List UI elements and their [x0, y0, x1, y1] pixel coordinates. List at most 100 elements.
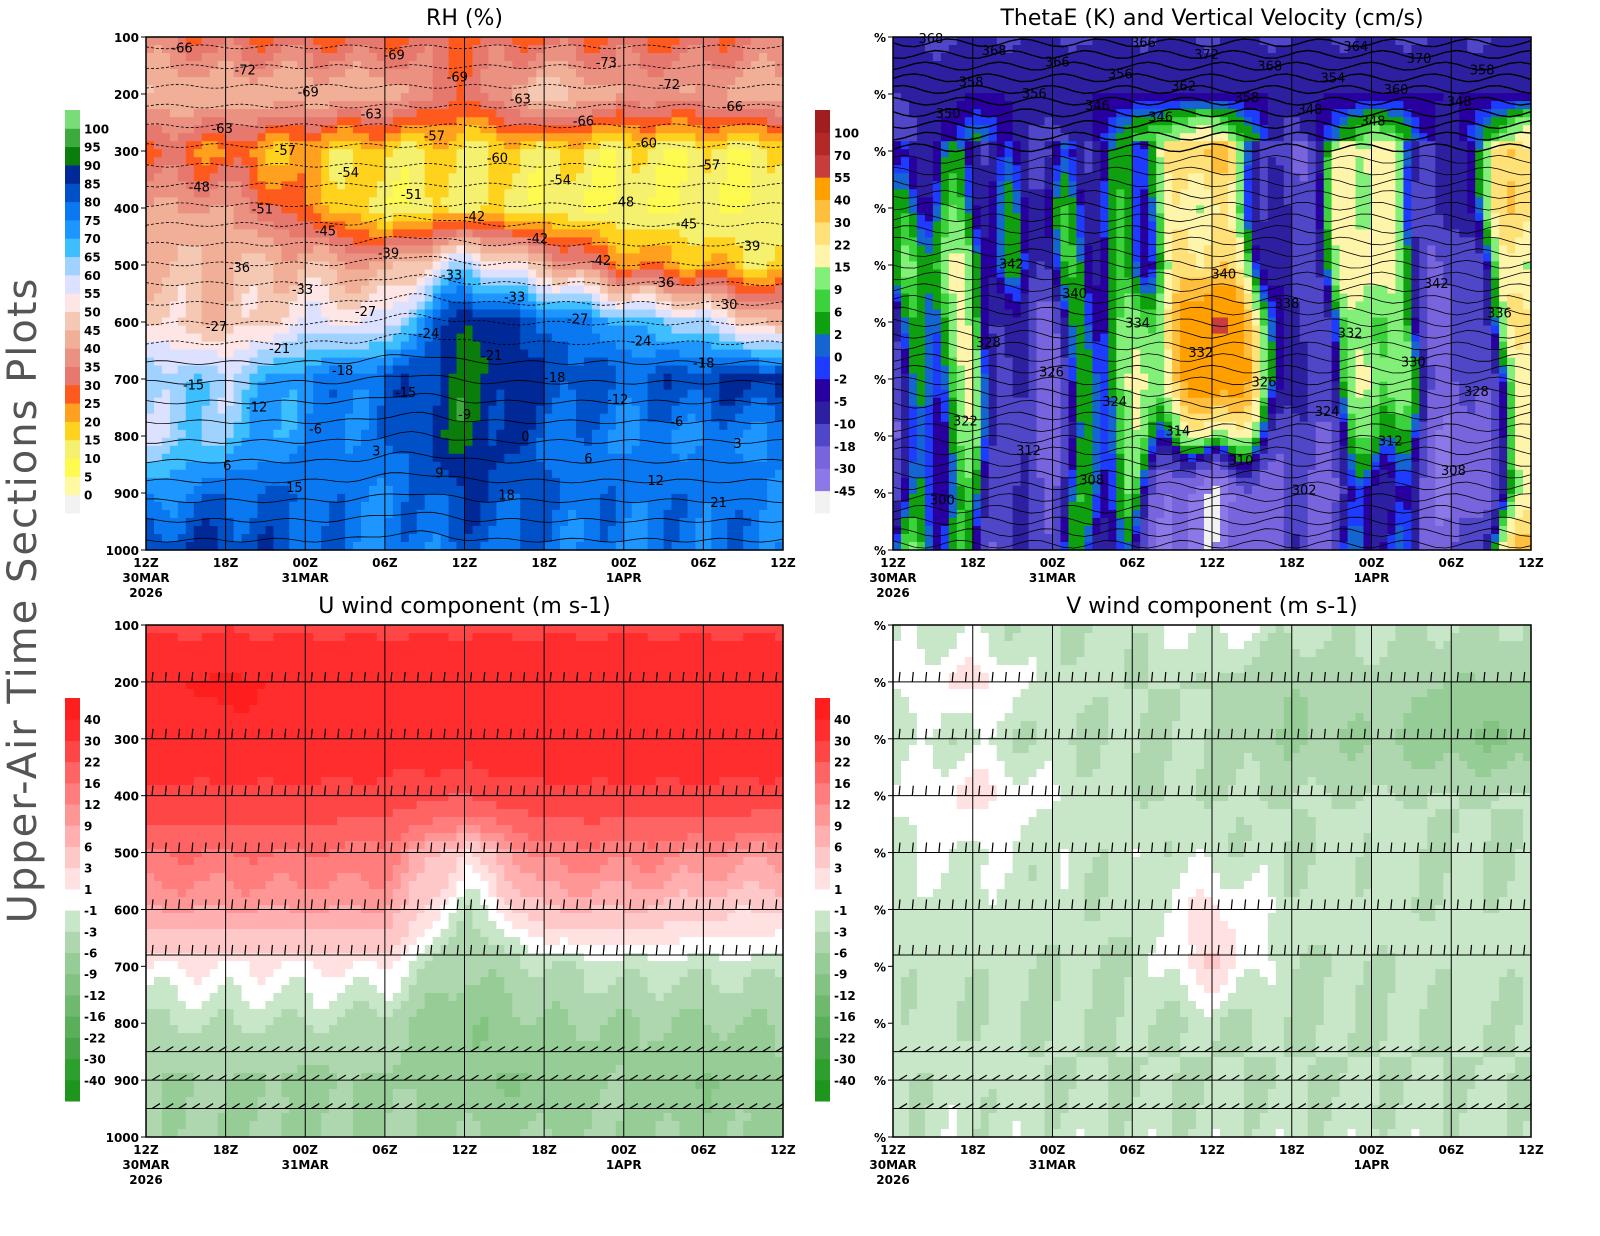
rh-cell [329, 189, 338, 198]
rh-cell [528, 462, 537, 471]
rh-cell [624, 438, 633, 447]
rh-cell [377, 93, 386, 102]
rh-cell [162, 69, 171, 78]
rh-cell [735, 173, 744, 182]
rh-cell [265, 261, 274, 270]
rh-cell [743, 45, 752, 54]
rh-cell [345, 229, 354, 238]
rh-cell [265, 45, 274, 54]
rh-cell [592, 366, 601, 375]
rh-cell [194, 213, 203, 222]
rh-cell [393, 93, 402, 102]
rh-cell [465, 294, 474, 303]
rh-cell [600, 133, 609, 142]
rh-cell [680, 318, 689, 327]
rh-cell [727, 245, 736, 254]
rh-cell [656, 342, 665, 351]
rh-cell [656, 358, 665, 367]
rh-cell [743, 430, 752, 439]
rh-cell [703, 318, 712, 327]
rh-cell [656, 502, 665, 511]
rh-cell [648, 318, 657, 327]
rh-cell [361, 286, 370, 295]
rh-cell [345, 117, 354, 126]
rh-cell [162, 398, 171, 407]
rh-cell [528, 358, 537, 367]
rh-cell [480, 37, 489, 46]
rh-cell [632, 366, 641, 375]
rh-cell [560, 510, 569, 519]
rh-cell [759, 109, 768, 118]
rh-cell [560, 253, 569, 262]
rh-cell [265, 390, 274, 399]
rh-cell [321, 117, 330, 126]
rh-cell [337, 117, 346, 126]
rh-cell [218, 85, 227, 94]
rh-cell [265, 358, 274, 367]
rh-cell [273, 446, 282, 455]
rh-cell [608, 245, 617, 254]
rh-cell [568, 398, 577, 407]
rh-cell [441, 149, 450, 158]
rh-cell [544, 310, 553, 319]
rh-cell [273, 181, 282, 190]
rh-cell [210, 270, 219, 279]
rh-cell [496, 270, 505, 279]
rh-cell [751, 205, 760, 214]
rh-cell [369, 478, 378, 487]
rh-cell [329, 117, 338, 126]
rh-cell [711, 101, 720, 110]
rh-cell [584, 486, 593, 495]
rh-cell [600, 270, 609, 279]
rh-cell [321, 374, 330, 383]
rh-cell [218, 270, 227, 279]
rh-cell [250, 382, 259, 391]
rh-cell [465, 486, 474, 495]
rh-cell [536, 462, 545, 471]
rh-cell [688, 486, 697, 495]
rh-cell [759, 133, 768, 142]
rh-cell [202, 430, 211, 439]
rh-cell [504, 326, 513, 335]
rh-cell [337, 253, 346, 262]
rh-cell [385, 101, 394, 110]
rh-cell [393, 109, 402, 118]
rh-cell [289, 165, 298, 174]
rh-cell [528, 173, 537, 182]
rh-cell [536, 101, 545, 110]
rh-cell [680, 366, 689, 375]
rh-cell [305, 237, 314, 246]
rh-cell [504, 189, 513, 198]
rh-cell [759, 406, 768, 415]
rh-cell [234, 310, 243, 319]
rh-cell [337, 502, 346, 511]
rh-cell [520, 173, 529, 182]
rh-cell [433, 382, 442, 391]
rh-cell [719, 398, 728, 407]
rh-cell [345, 53, 354, 62]
rh-cell [465, 141, 474, 150]
rh-cell [178, 221, 187, 230]
rh-cell [568, 342, 577, 351]
rh-cell [162, 149, 171, 158]
rh-cell [321, 526, 330, 535]
rh-cell [504, 117, 513, 126]
rh-cell [385, 286, 394, 295]
rh-cell [393, 318, 402, 327]
rh-cell [536, 414, 545, 423]
rh-cell [441, 197, 450, 206]
rh-cell [735, 85, 744, 94]
rh-cell [345, 470, 354, 479]
rh-cell [648, 422, 657, 431]
rh-cell [369, 326, 378, 335]
rh-cell [289, 526, 298, 535]
rh-cell [560, 85, 569, 94]
rh-cell [624, 93, 633, 102]
rh-cell [218, 286, 227, 295]
rh-cell [560, 109, 569, 118]
rh-cell [672, 406, 681, 415]
rh-cell [600, 109, 609, 118]
rh-cell [154, 326, 163, 335]
rh-cell [608, 37, 617, 46]
rh-cell [329, 205, 338, 214]
